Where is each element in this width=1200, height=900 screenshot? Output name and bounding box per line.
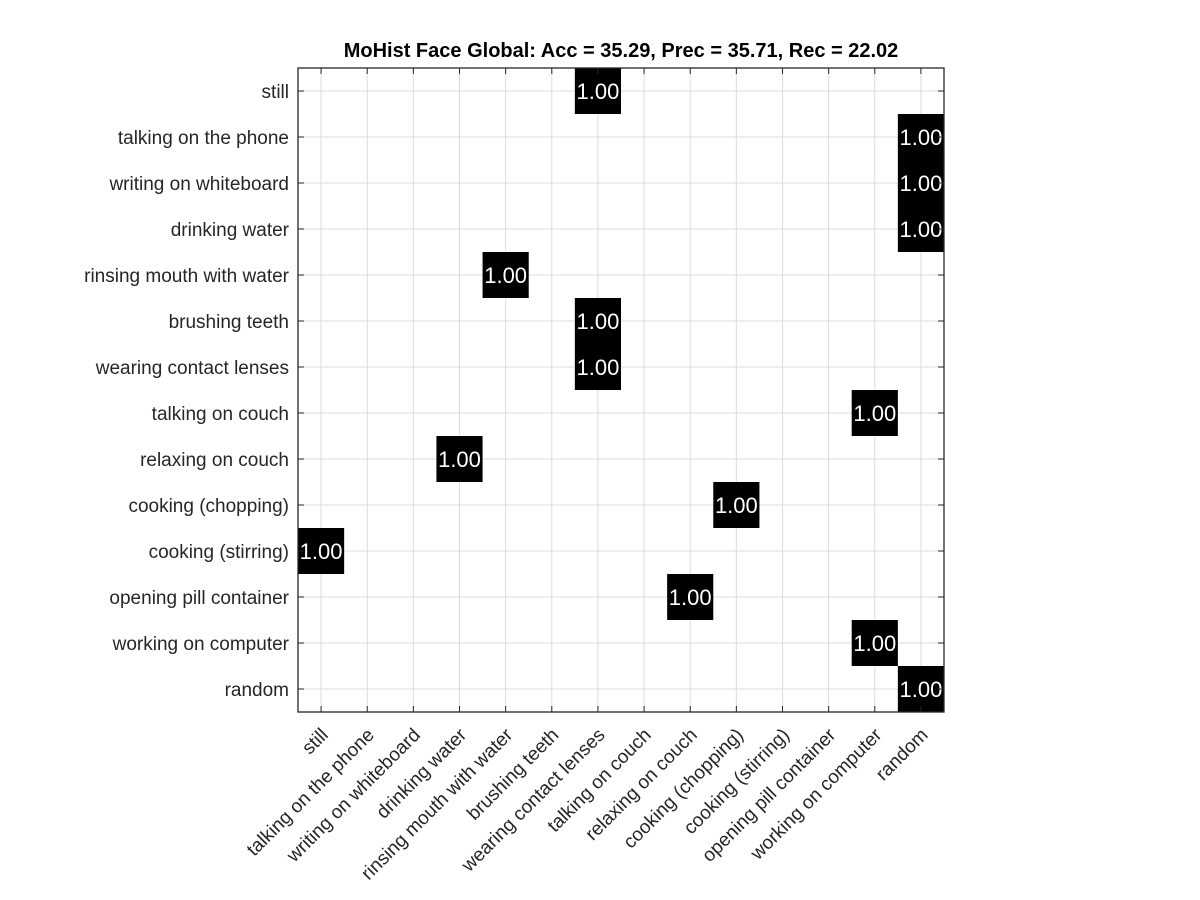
cell-value-label: 1.00	[300, 539, 343, 564]
y-tick-label-talking-on-the-phone: talking on the phone	[118, 128, 289, 149]
y-tick-label-still: still	[262, 82, 289, 103]
y-tick-label-opening-pill-container: opening pill container	[109, 588, 289, 609]
cell-value-label: 1.00	[669, 585, 712, 610]
y-tick-label-working-on-computer: working on computer	[112, 634, 290, 655]
matrix-cell-still-wearing-contact-lenses	[574, 68, 621, 114]
matrix-cell-drinking-water-random	[897, 206, 944, 252]
cell-value-label: 1.00	[853, 401, 896, 426]
axes	[297, 67, 945, 713]
cell-value-label: 1.00	[900, 217, 943, 242]
cell-value-label: 1.00	[577, 355, 620, 380]
y-tick-label-talking-on-couch: talking on couch	[152, 404, 289, 425]
y-tick-label-writing-on-whiteboard: writing on whiteboard	[108, 174, 289, 195]
cell-value-label: 1.00	[900, 125, 943, 150]
matrix-cell-rinsing-mouth-with-water-rinsing-mouth-with-water	[482, 252, 529, 298]
matrix-cell-working-on-computer-working-on-computer	[851, 620, 898, 666]
cell-value-label: 1.00	[577, 309, 620, 334]
y-tick-label-cooking-chopping: cooking (chopping)	[128, 496, 289, 517]
cell-value-label: 1.00	[484, 263, 527, 288]
y-tick-label-random: random	[225, 680, 289, 701]
y-tick-label-relaxing-on-couch: relaxing on couch	[140, 450, 289, 471]
cell-value-label: 1.00	[715, 493, 758, 518]
matrix-cell-random-random	[897, 666, 944, 712]
matrix-cell-opening-pill-container-relaxing-on-couch	[667, 574, 714, 620]
y-tick-label-drinking-water: drinking water	[171, 220, 290, 241]
matrix-cell-writing-on-whiteboard-random	[897, 160, 944, 206]
cell-value-label: 1.00	[900, 171, 943, 196]
matrix-cells: 1.001.001.001.001.001.001.001.001.001.00…	[298, 68, 944, 712]
cell-value-label: 1.00	[853, 631, 896, 656]
y-tick-label-cooking-stirring: cooking (stirring)	[149, 542, 289, 563]
chart-title: MoHist Face Global: Acc = 35.29, Prec = …	[344, 40, 899, 62]
y-tick-label-brushing-teeth: brushing teeth	[169, 312, 289, 333]
matrix-cell-cooking-stirring-still	[298, 528, 345, 574]
matrix-cell-talking-on-the-phone-random	[897, 114, 944, 160]
matrix-cell-relaxing-on-couch-drinking-water	[436, 436, 483, 482]
y-tick-labels: still talking on the phone writing on whit…	[84, 82, 290, 701]
matrix-cell-talking-on-couch-working-on-computer	[851, 390, 898, 436]
y-tick-label-rinsing-mouth-with-water: rinsing mouth with water	[84, 266, 290, 287]
cell-value-label: 1.00	[577, 79, 620, 104]
matrix-cell-cooking-chopping-cooking-chopping	[713, 482, 760, 528]
plot-area-border	[297, 67, 945, 713]
matrix-cell-wearing-contact-lenses-wearing-contact-lenses	[574, 344, 621, 390]
cell-value-label: 1.00	[438, 447, 481, 472]
matrix-cell-brushing-teeth-wearing-contact-lenses	[574, 298, 621, 344]
y-tick-label-wearing-contact-lenses: wearing contact lenses	[95, 358, 289, 379]
cell-value-label: 1.00	[900, 677, 943, 702]
